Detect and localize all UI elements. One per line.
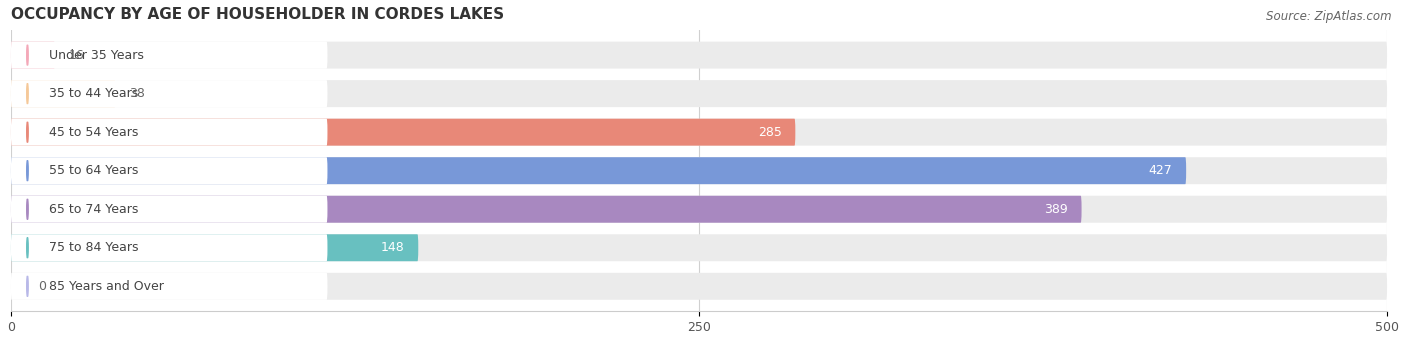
FancyBboxPatch shape [11, 80, 115, 107]
FancyBboxPatch shape [11, 80, 1388, 107]
FancyBboxPatch shape [11, 119, 328, 146]
Text: Under 35 Years: Under 35 Years [49, 49, 145, 62]
FancyBboxPatch shape [11, 157, 328, 184]
Circle shape [27, 276, 28, 297]
Text: 389: 389 [1045, 203, 1067, 216]
Text: 285: 285 [758, 126, 782, 139]
Circle shape [27, 84, 28, 104]
FancyBboxPatch shape [11, 119, 1388, 146]
Text: 35 to 44 Years: 35 to 44 Years [49, 87, 139, 100]
Text: 16: 16 [69, 49, 84, 62]
FancyBboxPatch shape [11, 80, 328, 107]
Text: Source: ZipAtlas.com: Source: ZipAtlas.com [1267, 10, 1392, 23]
FancyBboxPatch shape [11, 234, 328, 261]
Circle shape [27, 122, 28, 143]
FancyBboxPatch shape [11, 234, 1388, 261]
FancyBboxPatch shape [11, 42, 328, 69]
FancyBboxPatch shape [11, 273, 1388, 300]
Circle shape [27, 199, 28, 220]
FancyBboxPatch shape [11, 196, 1081, 223]
Circle shape [27, 45, 28, 65]
Text: 85 Years and Over: 85 Years and Over [49, 280, 165, 293]
Text: OCCUPANCY BY AGE OF HOUSEHOLDER IN CORDES LAKES: OCCUPANCY BY AGE OF HOUSEHOLDER IN CORDE… [11, 7, 505, 22]
FancyBboxPatch shape [11, 157, 1187, 184]
FancyBboxPatch shape [11, 196, 328, 223]
FancyBboxPatch shape [11, 119, 796, 146]
Text: 75 to 84 Years: 75 to 84 Years [49, 241, 139, 254]
FancyBboxPatch shape [11, 196, 1388, 223]
Text: 38: 38 [129, 87, 145, 100]
Text: 427: 427 [1149, 164, 1173, 177]
Text: 148: 148 [381, 241, 405, 254]
Text: 0: 0 [38, 280, 46, 293]
Text: 55 to 64 Years: 55 to 64 Years [49, 164, 139, 177]
Text: 65 to 74 Years: 65 to 74 Years [49, 203, 139, 216]
Text: 45 to 54 Years: 45 to 54 Years [49, 126, 139, 139]
FancyBboxPatch shape [11, 42, 55, 69]
FancyBboxPatch shape [11, 157, 1388, 184]
FancyBboxPatch shape [11, 234, 418, 261]
FancyBboxPatch shape [11, 273, 328, 300]
Circle shape [27, 238, 28, 258]
FancyBboxPatch shape [11, 42, 1388, 69]
Circle shape [27, 161, 28, 181]
